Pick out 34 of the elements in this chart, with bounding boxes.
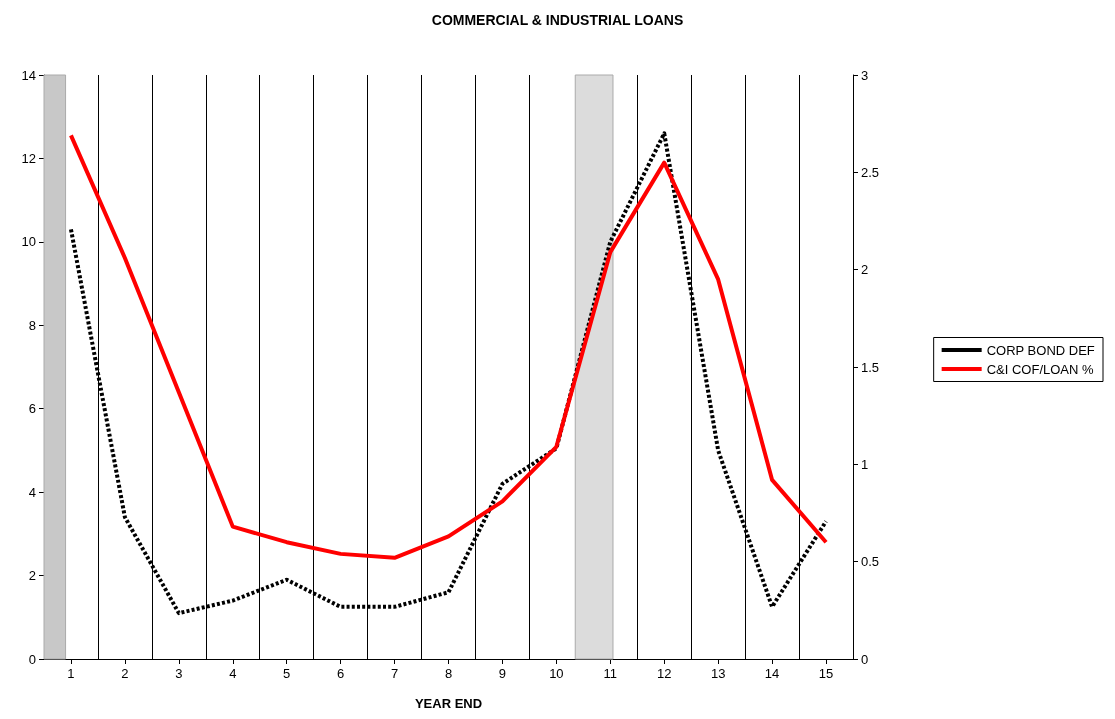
x-tick-label: 15 [818, 666, 834, 681]
y-tick-label: 10 [21, 234, 36, 250]
legend-label: C&I COF/LOAN % [986, 361, 1095, 377]
x-tick-label: 11 [603, 666, 618, 681]
y-tick-label: 12 [21, 150, 36, 166]
x-tick-label: 3 [175, 666, 183, 681]
x-tick-label: 14 [764, 666, 780, 681]
y2-tick-label: 2.5 [861, 164, 880, 180]
y-tick-label: 4 [28, 484, 36, 500]
x-tick-label: 4 [229, 666, 237, 681]
y2-tick-label: 3 [861, 67, 869, 83]
chart-title: COMMERCIAL & INDUSTRIAL LOANS [431, 12, 684, 28]
y2-tick-label: 2 [861, 262, 869, 278]
y2-tick-label: 1 [861, 456, 869, 472]
x-tick-label: 9 [498, 666, 507, 681]
x-axis-title: YEAR END [414, 696, 483, 711]
y-tick-label: 0 [28, 651, 36, 667]
legend-label: CORP BOND DEF [986, 342, 1095, 358]
y2-tick-label: 1.5 [861, 359, 880, 375]
y-tick-label: 2 [28, 568, 36, 584]
x-tick-label: 8 [444, 666, 453, 681]
x-tick-label: 5 [283, 666, 291, 681]
x-tick-label: 12 [657, 666, 672, 681]
x-tick-label: 10 [549, 666, 564, 681]
x-tick-label: 13 [710, 666, 726, 681]
y-tick-label: 6 [28, 401, 36, 417]
y-tick-label: 8 [28, 317, 36, 333]
x-tick-label: 7 [390, 666, 399, 681]
x-tick-label: 6 [337, 666, 345, 681]
x-tick-label: 2 [121, 666, 129, 681]
y2-tick-label: 0.5 [861, 554, 880, 570]
y-tick-label: 14 [21, 67, 36, 83]
y2-tick-label: 0 [861, 651, 869, 667]
x-tick-label: 1 [67, 666, 75, 681]
